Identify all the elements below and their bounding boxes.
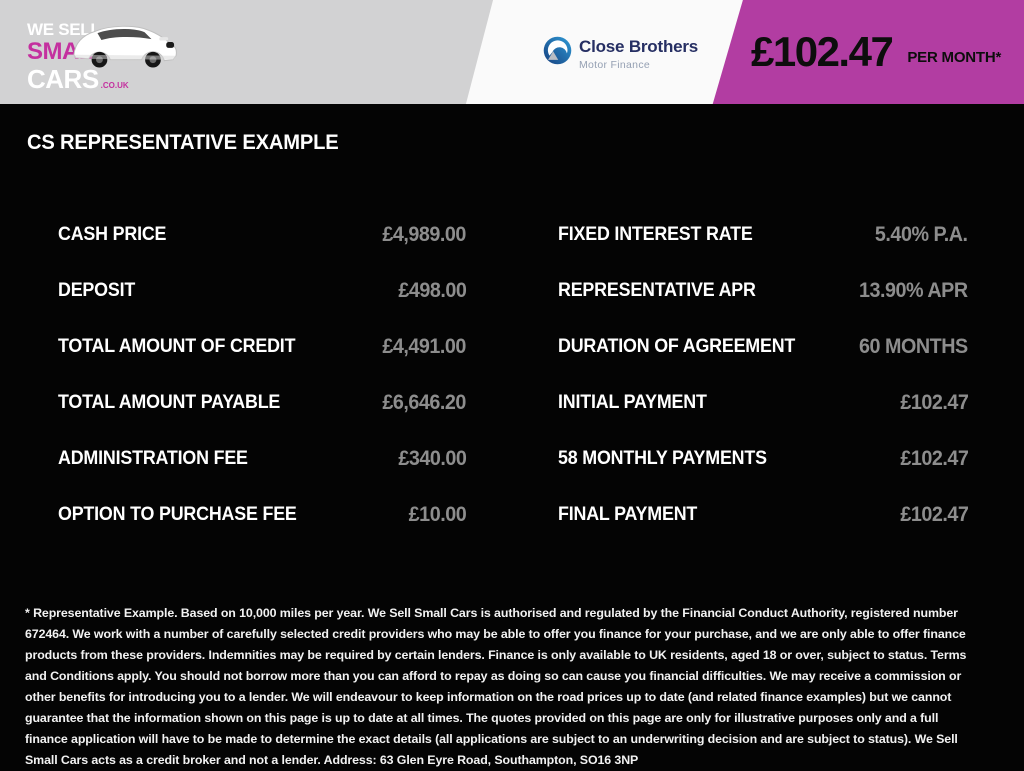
table-row: INITIAL PAYMENT £102.47: [558, 375, 968, 431]
dealer-logo-suffix: .CO.UK: [100, 81, 129, 90]
finance-table-right-column: FIXED INTEREST RATE 5.40% P.A. REPRESENT…: [558, 207, 968, 543]
row-value: 60 MONTHS: [859, 335, 968, 358]
row-label: REPRESENTATIVE APR: [558, 280, 756, 301]
header-banner: WE SELL SMALL CARS .CO.UK: [0, 0, 1024, 104]
row-value: £4,989.00: [382, 223, 466, 246]
legal-footnote: * Representative Example. Based on 10,00…: [25, 606, 967, 767]
row-value: £6,646.20: [382, 391, 466, 414]
monthly-price-period: PER MONTH*: [907, 48, 1002, 66]
row-value: £102.47: [899, 447, 969, 470]
close-brothers-icon: [543, 36, 572, 65]
row-label: TOTAL AMOUNT OF CREDIT: [58, 336, 296, 357]
table-row: REPRESENTATIVE APR 13.90% APR: [558, 263, 968, 319]
row-value: £102.47: [899, 391, 969, 414]
table-row: OPTION TO PURCHASE FEE £10.00: [58, 487, 466, 543]
row-value: £10.00: [408, 503, 466, 526]
row-value: £102.47: [899, 503, 969, 526]
row-value: £4,491.00: [382, 335, 466, 358]
table-row: CASH PRICE £4,989.00: [58, 207, 466, 263]
dealer-logo-line3: CARS: [27, 64, 99, 94]
row-label: FINAL PAYMENT: [558, 504, 698, 525]
table-row: ADMINISTRATION FEE £340.00: [58, 431, 466, 487]
table-row: TOTAL AMOUNT PAYABLE £6,646.20: [58, 375, 466, 431]
row-value: 13.90% APR: [859, 279, 968, 302]
finance-example-panel: CS REPRESENTATIVE EXAMPLE CASH PRICE £4,…: [0, 104, 1024, 771]
finance-table-left-column: CASH PRICE £4,989.00 DEPOSIT £498.00 TOT…: [58, 207, 466, 543]
table-row: DURATION OF AGREEMENT 60 MONTHS: [558, 319, 968, 375]
row-label: DEPOSIT: [58, 280, 136, 301]
table-row: 58 MONTHLY PAYMENTS £102.47: [558, 431, 968, 487]
row-value: 5.40% P.A.: [875, 223, 968, 246]
page-title: CS REPRESENTATIVE EXAMPLE: [27, 131, 339, 154]
lender-logo: Close Brothers Motor Finance: [543, 36, 698, 71]
table-row: FIXED INTEREST RATE 5.40% P.A.: [558, 207, 968, 263]
table-row: FINAL PAYMENT £102.47: [558, 487, 968, 543]
table-row: TOTAL AMOUNT OF CREDIT £4,491.00: [58, 319, 466, 375]
row-value: £340.00: [397, 447, 467, 470]
car-image: [70, 12, 178, 79]
row-label: TOTAL AMOUNT PAYABLE: [58, 392, 281, 413]
row-label: OPTION TO PURCHASE FEE: [58, 504, 297, 525]
row-value: £498.00: [397, 279, 467, 302]
row-label: 58 MONTHLY PAYMENTS: [558, 448, 767, 469]
monthly-price: £102.47 PER MONTH*: [751, 0, 1001, 104]
lender-name: Close Brothers: [579, 37, 699, 56]
table-row: DEPOSIT £498.00: [58, 263, 466, 319]
dealer-logo-line1: WE SELL: [27, 20, 101, 39]
row-label: ADMINISTRATION FEE: [58, 448, 248, 469]
monthly-price-amount: £102.47: [751, 28, 894, 75]
row-label: DURATION OF AGREEMENT: [558, 336, 796, 357]
row-label: FIXED INTEREST RATE: [558, 224, 753, 245]
row-label: CASH PRICE: [58, 224, 167, 245]
row-label: INITIAL PAYMENT: [558, 392, 707, 413]
lender-division: Motor Finance: [579, 58, 651, 71]
finance-table: CASH PRICE £4,989.00 DEPOSIT £498.00 TOT…: [58, 207, 1024, 543]
header-accent-panel: [712, 0, 1024, 104]
